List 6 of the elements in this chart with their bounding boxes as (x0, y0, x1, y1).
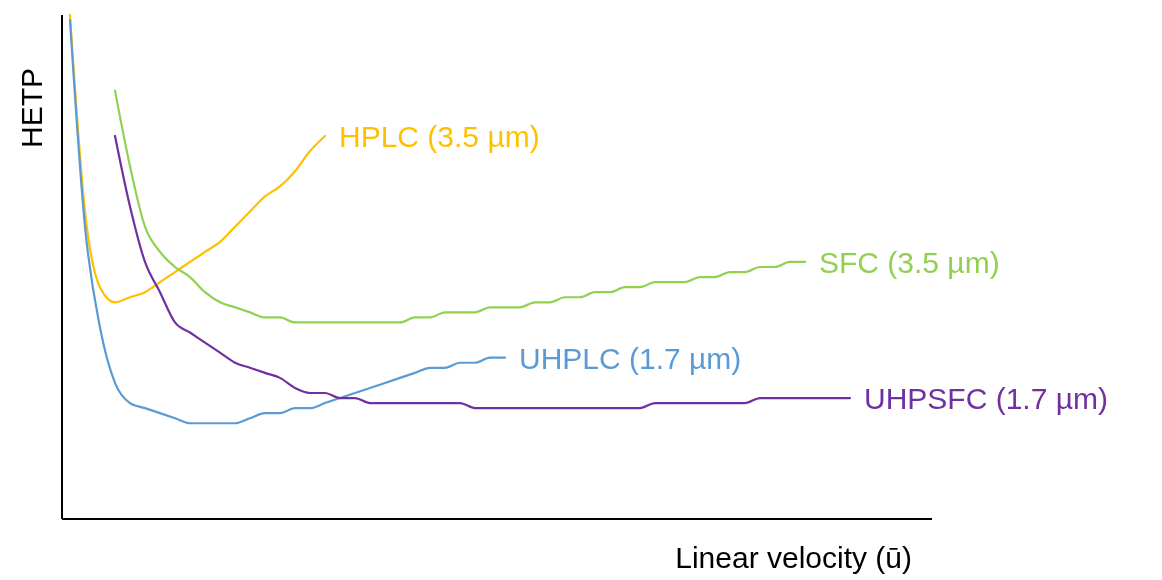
x-axis-title: Linear velocity (ū) (675, 541, 912, 574)
series-label: UHPSFC (1.7 µm) (864, 382, 1108, 416)
y-axis-title: HETP (15, 67, 48, 149)
series-label: SFC (3.5 µm) (819, 245, 1000, 279)
series-label: HPLC (3.5 µm) (339, 119, 540, 153)
series-label: UHPLC (1.7 µm) (519, 341, 742, 375)
